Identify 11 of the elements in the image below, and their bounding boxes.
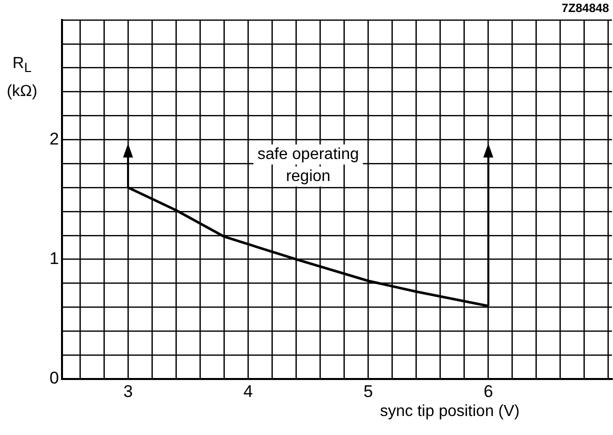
y-tick-label: 0 [50, 368, 59, 388]
y-tick-label: 1 [50, 249, 59, 268]
y-tick-label: 2 [50, 129, 59, 148]
x-tick-label: 3 [123, 382, 133, 401]
x-axis-title: sync tip position (V) [380, 403, 520, 421]
x-tick-label: 4 [243, 382, 253, 401]
x-tick-label: 6 [484, 382, 494, 401]
annotation: safe operating region [257, 146, 359, 185]
text: 7Z84848 [562, 1, 609, 15]
y-axis-title: R$_{L}$ (kΩ) [6, 54, 38, 102]
x-tick-label: 5 [363, 382, 373, 401]
